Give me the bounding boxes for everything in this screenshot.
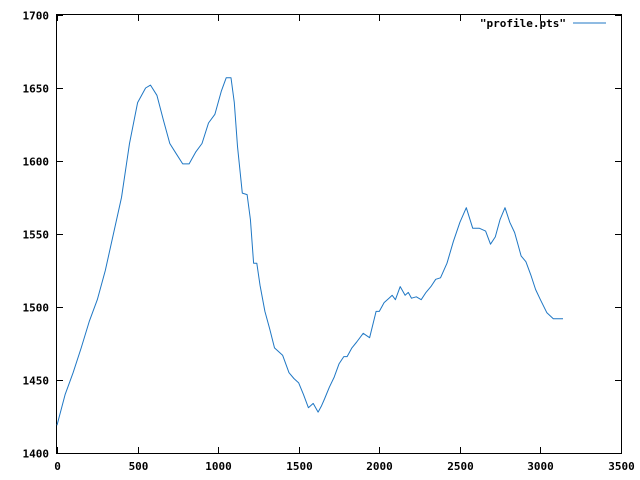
x-tick-label: 1500: [286, 460, 313, 473]
legend: "profile.pts": [480, 17, 606, 30]
y-tick-label: 1450: [23, 375, 50, 388]
x-tick-label: 0: [54, 460, 61, 473]
y-tick-label: 1600: [23, 156, 50, 169]
y-tick-label: 1500: [23, 302, 50, 315]
x-tick-label: 2500: [447, 460, 474, 473]
y-tick-label: 1650: [23, 83, 50, 96]
y-tick-label: 1700: [23, 10, 50, 23]
x-tick-label: 500: [129, 460, 149, 473]
legend-label: "profile.pts": [480, 17, 566, 30]
x-tick-label: 3500: [608, 460, 635, 473]
y-tick-label: 1400: [23, 448, 50, 461]
x-tick-label: 1000: [205, 460, 232, 473]
y-tick-label: 1550: [23, 229, 50, 242]
plot-frame: [56, 14, 622, 454]
x-tick-label: 2000: [366, 460, 393, 473]
axis-ticks: 0 500 1000 1500 2000 2500 3000 3500 1400 1450 1500…: [23, 10, 635, 474]
x-tick-label: 3000: [527, 460, 554, 473]
series-line-profile-pts: [56, 77, 563, 426]
series-layer: [56, 77, 564, 426]
